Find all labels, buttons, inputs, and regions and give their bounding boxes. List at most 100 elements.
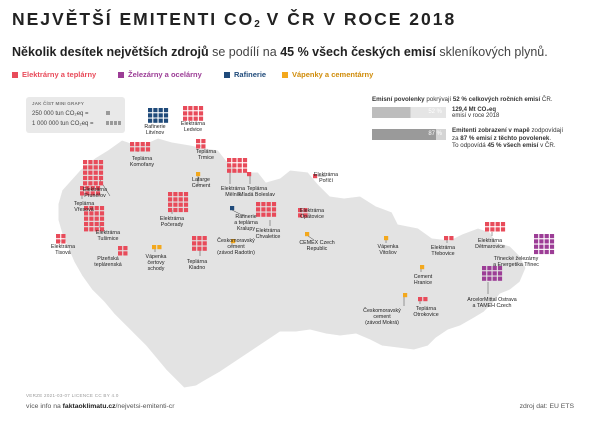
emitter-squares xyxy=(420,265,425,270)
how-to-read-heading: JAK ČÍST MINI GRAFY xyxy=(32,101,85,106)
emission-square xyxy=(202,241,207,246)
emission-square xyxy=(444,236,449,241)
emission-square xyxy=(261,212,266,217)
emission-square xyxy=(95,191,101,196)
emitter-squares xyxy=(84,206,105,232)
legend-swatch-icon xyxy=(118,71,124,78)
emission-square xyxy=(261,202,266,207)
emission-square xyxy=(539,244,544,249)
emission-square xyxy=(534,249,539,255)
emission-square xyxy=(80,186,85,191)
emission-square xyxy=(56,234,61,239)
emission-square xyxy=(99,227,105,232)
emission-square xyxy=(242,163,248,168)
emission-square xyxy=(84,216,89,221)
emission-square xyxy=(482,271,487,276)
emission-square xyxy=(140,147,145,152)
emission-square xyxy=(271,207,277,212)
emission-square xyxy=(196,139,201,144)
emission-square xyxy=(231,239,236,244)
emission-square xyxy=(83,160,88,165)
emission-square xyxy=(497,266,503,271)
emitter-squares xyxy=(482,266,503,281)
emission-square xyxy=(261,207,266,212)
emission-square xyxy=(118,251,123,256)
emission-square xyxy=(230,206,235,211)
emission-square xyxy=(93,160,98,165)
emission-square xyxy=(83,165,88,170)
emission-square xyxy=(88,175,93,181)
emission-square xyxy=(534,234,539,239)
emission-square xyxy=(135,142,140,147)
emitter-label: Elektrárna Poříčí xyxy=(313,172,339,184)
emitter-squares xyxy=(227,158,248,173)
emission-square xyxy=(495,227,500,232)
emission-square xyxy=(201,139,206,144)
emission-square xyxy=(227,163,232,168)
coverage-line-2: Emitenti zobrazení v mapě zodpovídají za… xyxy=(452,127,564,149)
emitter-label: ArcelorMittal Ostrava a TAMEH Czech xyxy=(467,297,517,309)
legend-item-refinery: Rafinerie xyxy=(224,70,266,79)
emitter-squares xyxy=(384,236,389,241)
emission-square xyxy=(84,221,89,227)
emission-square xyxy=(237,158,242,163)
emission-square xyxy=(549,249,555,255)
emission-square xyxy=(197,236,202,241)
emitter-label: Elektrárna Tisová xyxy=(50,244,76,256)
emission-square xyxy=(158,118,163,123)
emission-square xyxy=(98,170,104,175)
emission-square xyxy=(197,241,202,246)
emission-square xyxy=(549,239,555,244)
emission-square xyxy=(83,181,88,186)
emission-square xyxy=(298,208,303,213)
emission-square xyxy=(256,212,261,217)
emission-square xyxy=(173,207,178,213)
emitter-squares xyxy=(298,208,308,218)
emission-square xyxy=(163,118,169,123)
emission-square xyxy=(500,222,506,227)
emission-square xyxy=(95,186,101,191)
emission-square xyxy=(237,163,242,168)
emission-square xyxy=(232,168,237,173)
emitter-label: Rafinerie Litvínov xyxy=(144,124,166,136)
emission-square xyxy=(449,236,454,241)
emitter-squares xyxy=(80,186,101,196)
emitter-label: Lafarge Cement xyxy=(191,177,211,189)
emitter-squares xyxy=(444,236,454,241)
emission-square xyxy=(158,108,163,113)
emission-square xyxy=(178,197,183,202)
emission-square xyxy=(98,181,104,186)
emission-square xyxy=(89,221,94,227)
emitter-squares xyxy=(418,297,428,302)
emission-square xyxy=(544,249,549,255)
emission-square xyxy=(173,202,178,207)
emission-square xyxy=(227,158,232,163)
legend-swatch-icon xyxy=(224,71,230,78)
emission-square xyxy=(94,216,99,221)
emission-square xyxy=(384,236,389,241)
emitter-label: Teplárna Trmice xyxy=(195,149,217,161)
emitter-label: Elektrárna Opatovice xyxy=(299,208,325,220)
emission-square xyxy=(152,245,157,250)
emission-square xyxy=(193,106,198,111)
emission-square xyxy=(490,222,495,227)
emitter-squares xyxy=(183,106,204,121)
emission-square xyxy=(94,227,99,232)
emission-square xyxy=(178,192,183,197)
emission-square xyxy=(61,239,66,244)
emission-square xyxy=(313,174,318,179)
emission-square xyxy=(271,212,277,217)
emission-square xyxy=(256,202,261,207)
emission-square xyxy=(88,160,93,165)
emission-square xyxy=(492,271,497,276)
emission-square xyxy=(135,147,140,152)
emission-square xyxy=(168,192,173,197)
emission-square xyxy=(89,216,94,221)
emitter-squares xyxy=(256,202,277,217)
page-title: NEJVĚTŠÍ EMITENTI CO2 V ČR V ROCE 2018 xyxy=(12,9,457,30)
emission-square xyxy=(196,172,201,177)
emitter-label: Třinecké železárny a Energetika Třinec xyxy=(493,256,539,268)
more-info-link[interactable]: více info na faktaoklimatu.cz/nejvetsi-e… xyxy=(26,403,175,410)
page-subtitle: Několik desítek největších zdrojů se pod… xyxy=(12,45,548,59)
emission-square xyxy=(157,245,162,250)
